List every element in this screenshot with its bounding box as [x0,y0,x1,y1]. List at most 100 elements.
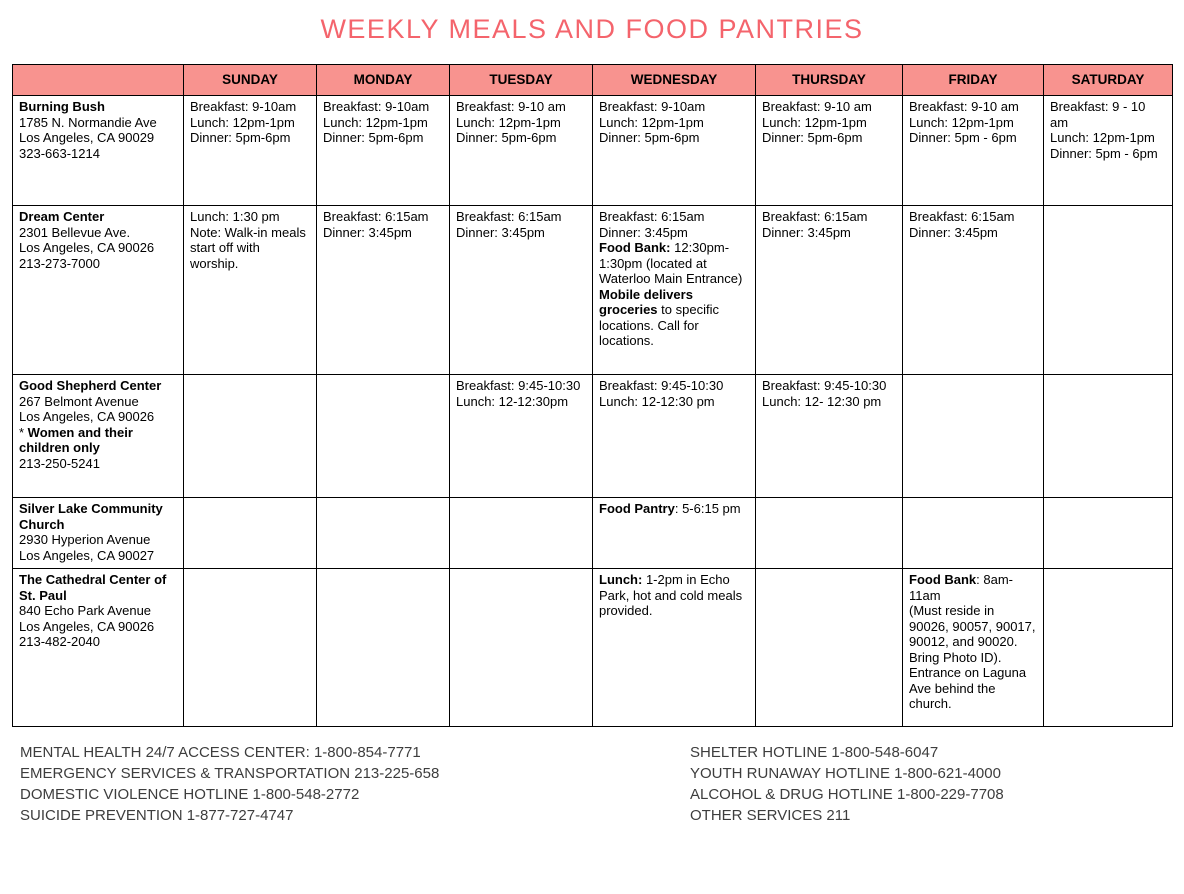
cell-line: 213-273-7000 [19,255,100,271]
cell-line: Silver Lake Community Church [19,501,163,532]
cell-line: Food Pantry: 5-6:15 pm [599,501,741,516]
day-header-wednesday: WEDNESDAY [592,64,756,96]
schedule-cell [183,568,317,727]
cell-line: Breakfast: 9:45-10:30 [456,378,581,393]
cell-line: The Cathedral Center of St. Paul [19,572,167,603]
schedule-cell: Breakfast: 9:45-10:30 Lunch: 12- 12:30 pm [755,374,903,498]
cell-line: Lunch: 12pm-1pm [599,114,704,130]
cell-line: Breakfast: 9-10am [599,99,706,114]
table-row: Silver Lake Community Church 2930 Hyperio… [12,497,1173,569]
schedule-cell [449,497,593,569]
cell-line: Lunch: 12- 12:30 pm [762,393,882,409]
cell-line: Breakfast: 6:15am [599,209,705,224]
cell-line: Dinner: 3:45pm [599,224,688,240]
hotline-line: SHELTER HOTLINE 1-800-548-6047 [690,744,939,761]
schedule-cell: Breakfast: 9-10am Lunch: 12pm-1pm Dinner: … [592,95,756,206]
schedule-cell: Breakfast: 9-10 am Lunch: 12pm-1pm Dinner:… [755,95,903,206]
cell-line: Breakfast: 6:15am [762,209,868,224]
cell-line: 323-663-1214 [19,145,100,161]
schedule-cell [449,568,593,727]
hotline-line: DOMESTIC VIOLENCE HOTLINE 1-800-548-2772 [20,786,360,803]
cell-line: Lunch: 1-2pm in Echo Park, hot and cold … [599,572,743,618]
cell-line: Lunch: 12pm-1pm [909,114,1014,130]
cell-line: Food Bank: 12:30pm-1:30pm (located at Wa… [599,240,743,286]
schedule-cell: Breakfast: 9 - 10 am Lunch: 12pm-1pm Dinne… [1043,95,1173,206]
cell-line: Los Angeles, CA 90027 [19,547,155,563]
cell-line: 2301 Bellevue Ave. [19,224,131,240]
table-row: Burning Bush 1785 N. Normandie Ave Los Ang… [12,95,1173,206]
schedule-cell [1043,205,1173,375]
schedule-cell: Breakfast: 6:15am Dinner: 3:45pm [755,205,903,375]
cell-line: 213-250-5241 [19,455,100,471]
table-row: Good Shepherd Center 267 Belmont Avenue Lo… [12,374,1173,498]
cell-line: Dream Center [19,209,105,224]
cell-line: Breakfast: 9:45-10:30 [762,378,887,393]
cell-line: Lunch: 12pm-1pm [1050,130,1155,145]
cell-line: Mobile delivers groceries to specific lo… [599,286,719,349]
facility-cell: Silver Lake Community Church 2930 Hyperio… [12,497,184,569]
schedule-cell: Lunch: 1:30 pm Note: Walk-in meals start … [183,205,317,375]
schedule-cell: Breakfast: 9:45-10:30 Lunch: 12-12:30 pm [592,374,756,498]
schedule-cell [316,374,450,498]
schedule-cell: Lunch: 1-2pm in Echo Park, hot and cold … [592,568,756,727]
hotline-line: SUICIDE PREVENTION 1-877-727-4747 [20,807,294,824]
day-header-sunday: SUNDAY [183,64,317,96]
cell-line: Dinner: 5pm-6pm [323,130,424,145]
cell-line: 213-482-2040 [19,634,100,649]
cell-line: Dinner: 5pm - 6pm [909,130,1017,145]
cell-line: 2930 Hyperion Avenue [19,532,151,547]
cell-line: Lunch: 12-12:30pm [456,393,569,409]
cell-line: Los Angeles, CA 90026 [19,409,155,424]
cell-line: Lunch: 12-12:30 pm [599,393,715,409]
schedule-cell [755,568,903,727]
cell-line: Burning Bush [19,99,105,114]
facility-column-header [12,64,184,96]
table-row: Dream Center 2301 Bellevue Ave. Los Angele… [12,205,1173,375]
cell-line: Breakfast: 9-10am [190,99,297,114]
cell-line: * Women and their children only [19,424,133,456]
cell-line: Dinner: 5pm-6pm [190,130,291,145]
cell-line: Los Angeles, CA 90026 [19,618,155,634]
cell-line: Dinner: 5pm-6pm [599,130,700,145]
schedule-cell [1043,374,1173,498]
schedule-cell [1043,568,1173,727]
cell-line: Breakfast: 6:15am [456,209,562,224]
schedule-cell [316,568,450,727]
cell-line: Breakfast: 9-10 am [909,99,1019,114]
hotline-line: OTHER SERVICES 211 [690,807,851,824]
footer-hotlines: MENTAL HEALTH 24/7 ACCESS CENTER: 1-800-… [0,742,1184,842]
cell-line: Breakfast: 9-10 am [456,99,566,114]
facility-cell: Burning Bush 1785 N. Normandie Ave Los Ang… [12,95,184,206]
schedule-cell [316,497,450,569]
cell-line: Breakfast: 9-10 am [762,99,872,114]
cell-line: Dinner: 5pm-6pm [762,130,863,145]
schedule-cell: Breakfast: 6:15am Dinner: 3:45pm [449,205,593,375]
hotline-line: MENTAL HEALTH 24/7 ACCESS CENTER: 1-800-… [20,744,421,761]
hotline-line: EMERGENCY SERVICES & TRANSPORTATION 213-… [20,765,440,782]
schedule-cell: Food Pantry: 5-6:15 pm [592,497,756,569]
meals-table: SUNDAY MONDAY TUESDAY WEDNESDAY THURSDAY FRID… [12,64,1173,727]
cell-line: Dinner: 3:45pm [456,224,545,240]
schedule-cell: Breakfast: 6:15am Dinner: 3:45pm [902,205,1044,375]
cell-line: Dinner: 3:45pm [323,224,412,240]
facility-cell: Dream Center 2301 Bellevue Ave. Los Angele… [12,205,184,375]
cell-line: Los Angeles, CA 90029 [19,130,155,145]
cell-line: Breakfast: 9-10am [323,99,430,114]
page-title: WEEKLY MEALS AND FOOD PANTRIES [320,14,864,44]
cell-line: (Must reside in 90026, 90057, 90017, 900… [909,603,1036,711]
schedule-cell [755,497,903,569]
table-row: The Cathedral Center of St. Paul 840 Echo… [12,568,1173,727]
footer-hotlines-left: MENTAL HEALTH 24/7 ACCESS CENTER: 1-800-… [20,742,439,826]
cell-line: Dinner: 3:45pm [909,224,998,240]
cell-line: Lunch: 12pm-1pm [762,114,867,130]
schedule-cell [902,374,1044,498]
day-header-saturday: SATURDAY [1043,64,1173,96]
schedule-cell [183,497,317,569]
cell-line: Lunch: 12pm-1pm [190,114,295,130]
day-header-thursday: THURSDAY [755,64,903,96]
day-header-friday: FRIDAY [902,64,1044,96]
schedule-cell [183,374,317,498]
schedule-cell [902,497,1044,569]
hotline-line: YOUTH RUNAWAY HOTLINE 1-800-621-4000 [690,765,1001,782]
hotline-line: ALCOHOL & DRUG HOTLINE 1-800-229-7708 [690,786,1004,803]
